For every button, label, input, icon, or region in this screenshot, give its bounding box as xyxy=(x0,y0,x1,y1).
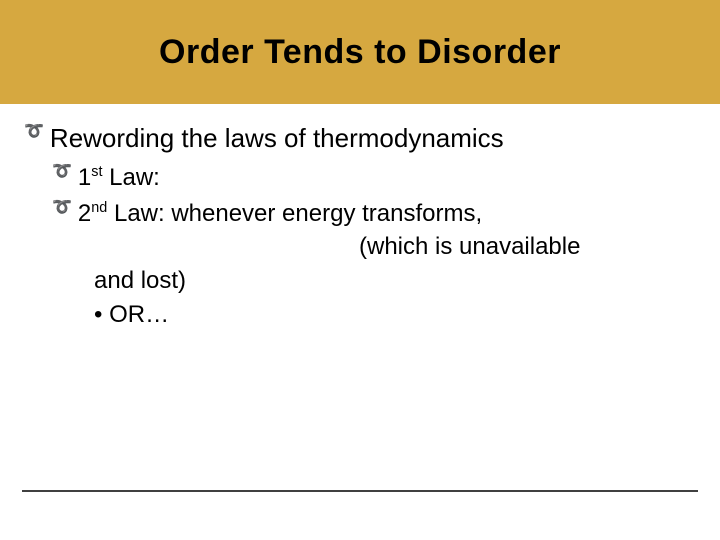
bullet-text-law1: 1st Law: xyxy=(78,162,160,194)
slide-title: Order Tends to Disorder xyxy=(159,33,561,72)
swirl-icon: ➰ xyxy=(24,122,44,141)
bullet-level1: ➰ Rewording the laws of thermodynamics xyxy=(24,122,696,156)
bullet-level2-law1: ➰ 1st Law: xyxy=(52,162,696,194)
slide-body: ➰ Rewording the laws of thermodynamics ➰… xyxy=(0,104,720,332)
footer-divider xyxy=(22,490,698,492)
swirl-icon: ➰ xyxy=(52,198,72,217)
swirl-icon: ➰ xyxy=(52,162,72,181)
title-bar: Order Tends to Disorder xyxy=(0,0,720,104)
or-bullet: • OR… xyxy=(94,299,696,331)
bullet-text-law2: 2nd Law: whenever energy transforms, xyxy=(78,198,482,230)
continuation-text-2: and lost) xyxy=(94,265,696,297)
continuation-text: (which is unavailable xyxy=(359,231,696,263)
bullet-text-main: Rewording the laws of thermodynamics xyxy=(50,122,504,156)
bullet-level2-law2: ➰ 2nd Law: whenever energy transforms, xyxy=(52,198,696,230)
